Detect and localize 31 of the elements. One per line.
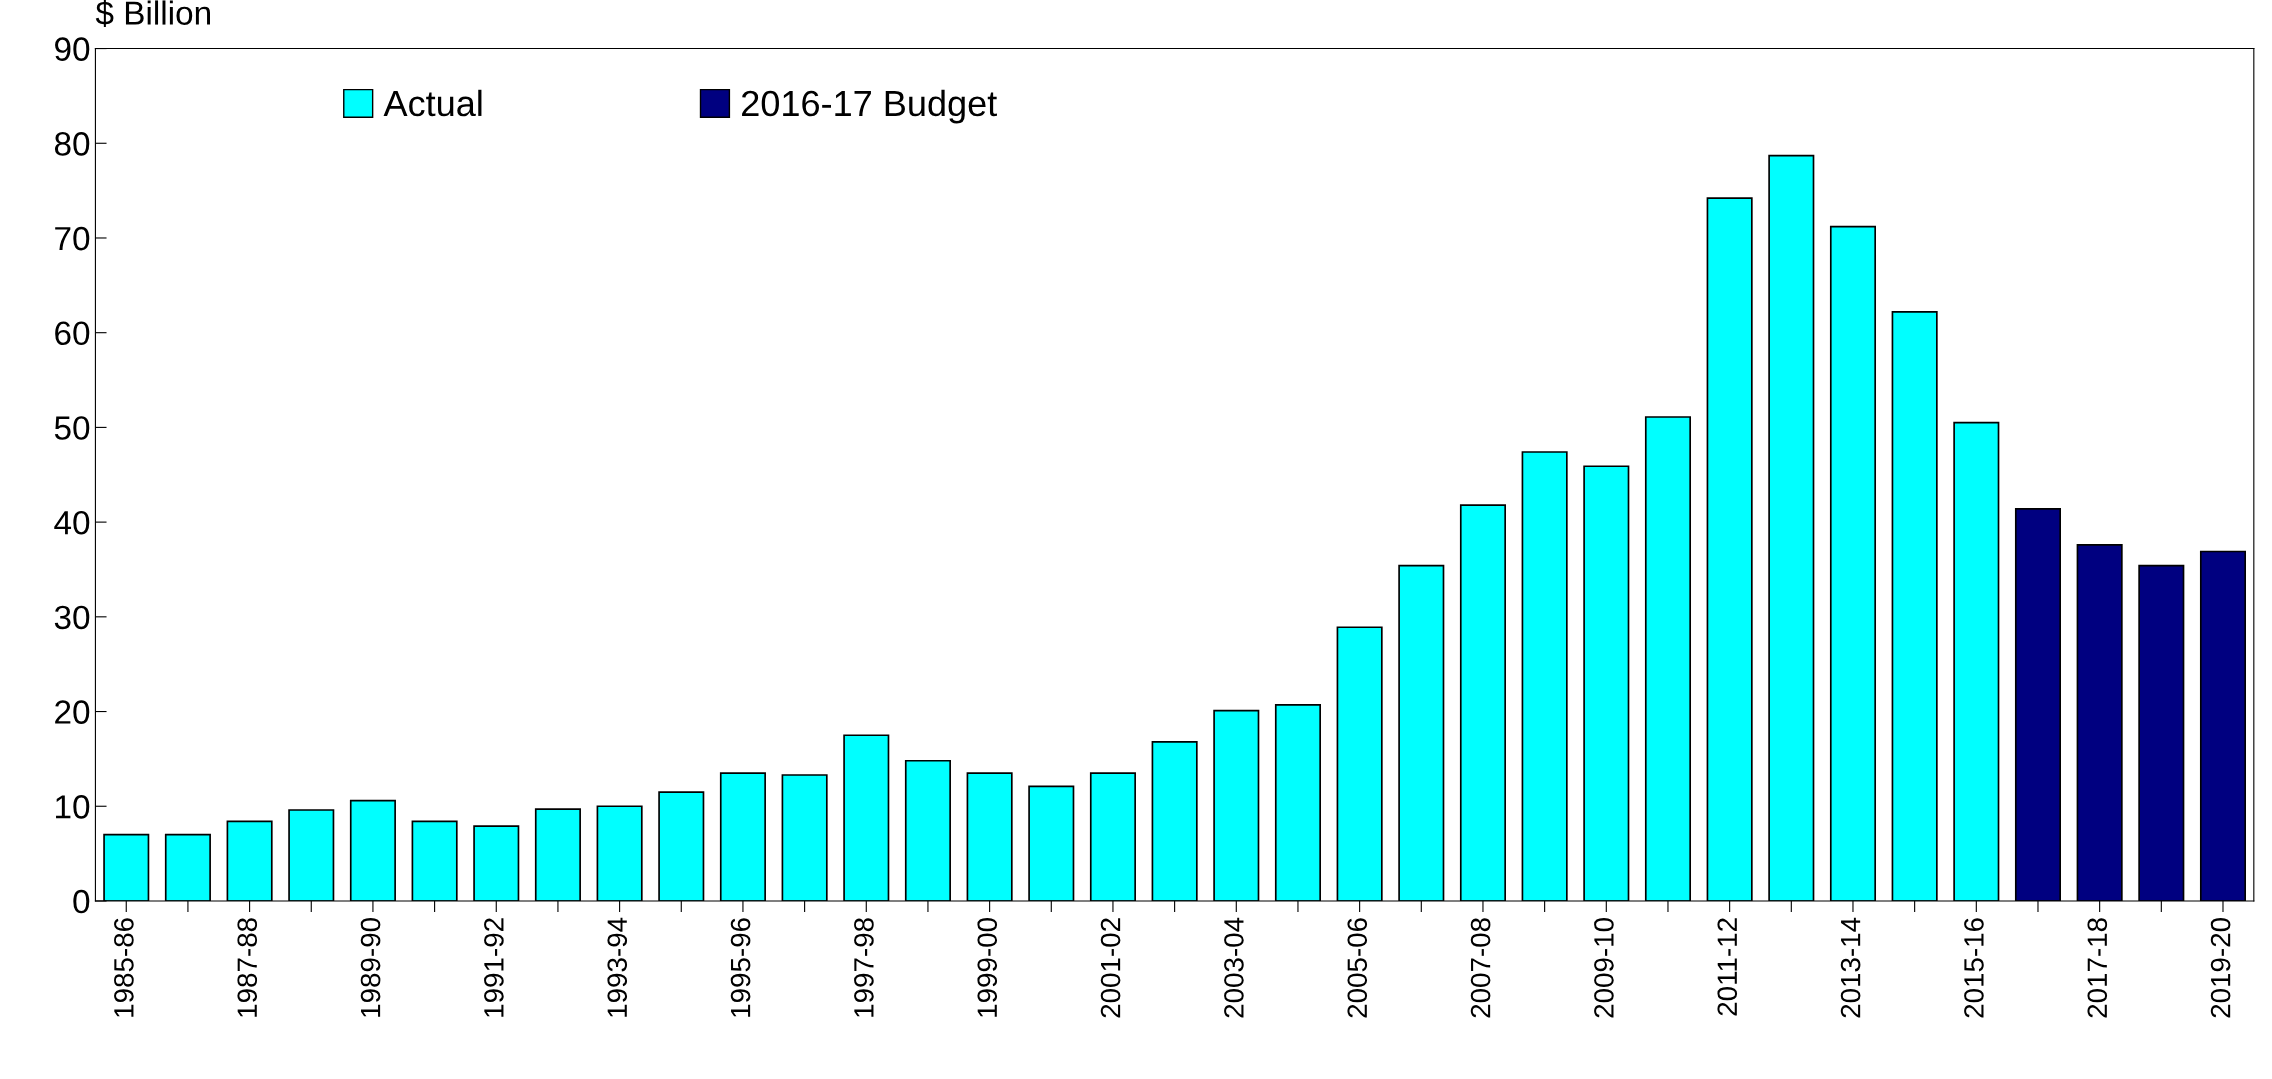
y-tick-label: 0 (73, 889, 90, 914)
x-tick-label: 1991-92 (484, 918, 504, 1017)
x-tick-label: 2003-04 (1224, 917, 1244, 1018)
y-tick-label: 70 (55, 226, 90, 251)
y-axis-title: $ Billion (95, 0, 210, 27)
y-tick-label: 90 (55, 37, 90, 61)
y-tick-label: 80 (54, 132, 90, 156)
legend-label: 2016-17 Budget (742, 89, 997, 124)
x-tick-label: 2001-02 (1100, 918, 1121, 1018)
y-tick-label: 40 (54, 510, 90, 535)
x-tick-label: 1985-86 (114, 918, 134, 1017)
x-tick-label: 1989-90 (360, 918, 381, 1017)
x-tick-label: 1993-94 (607, 917, 628, 1017)
x-tick-label: 1999-00 (977, 918, 998, 1017)
y-tick-label: 60 (55, 321, 90, 346)
legend-label: Actual (383, 89, 482, 117)
x-tick-label: 1987-88 (237, 918, 258, 1017)
x-tick-label: 1995-96 (730, 918, 751, 1017)
x-tick-label: 2013-14 (1840, 917, 1861, 1018)
x-tick-label: 2009-10 (1594, 918, 1614, 1018)
x-tick-label: 2011-12 (1717, 918, 1738, 1016)
x-tick-label: 2015-16 (1964, 918, 1984, 1018)
x-tick-label: 2005-06 (1347, 918, 1368, 1018)
y-tick-label: 20 (55, 700, 90, 724)
y-tick-label: 10 (56, 795, 90, 819)
y-tick-label: 30 (54, 605, 90, 630)
x-tick-label: 2007-08 (1470, 918, 1491, 1018)
y-tick-label: 50 (54, 416, 90, 440)
x-tick-label: 2017-18 (2087, 918, 2108, 1018)
x-tick-label: 2019-20 (2210, 918, 2231, 1018)
x-tick-label: 1997-98 (854, 918, 874, 1017)
